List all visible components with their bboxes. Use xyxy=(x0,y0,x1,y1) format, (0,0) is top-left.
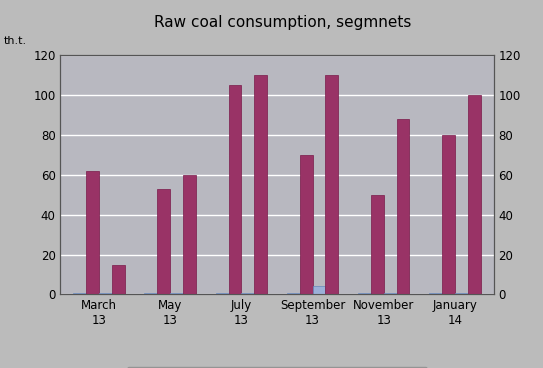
Text: th.t.: th.t. xyxy=(3,36,27,46)
Bar xyxy=(300,155,313,294)
Bar xyxy=(358,293,371,294)
Bar xyxy=(384,293,396,294)
Bar xyxy=(325,75,338,294)
Text: Raw coal consumption, segmnets: Raw coal consumption, segmnets xyxy=(154,15,411,30)
Bar xyxy=(73,293,86,294)
Bar xyxy=(170,293,183,294)
Bar xyxy=(254,75,267,294)
Bar xyxy=(144,293,157,294)
Bar xyxy=(371,195,384,294)
Bar xyxy=(216,293,229,294)
Bar xyxy=(455,293,468,294)
Bar xyxy=(229,85,241,294)
Legend: Corporate segment, Commercial segment: Corporate segment, Commercial segment xyxy=(127,367,427,368)
Bar xyxy=(313,286,325,294)
Bar xyxy=(112,265,124,294)
Bar xyxy=(157,189,170,294)
Bar xyxy=(183,175,195,294)
Bar xyxy=(430,293,442,294)
Bar xyxy=(396,119,409,294)
Bar xyxy=(241,293,254,294)
Bar xyxy=(442,135,455,294)
Bar xyxy=(468,95,481,294)
Bar xyxy=(86,171,99,294)
Bar xyxy=(287,293,300,294)
Bar xyxy=(99,293,112,294)
